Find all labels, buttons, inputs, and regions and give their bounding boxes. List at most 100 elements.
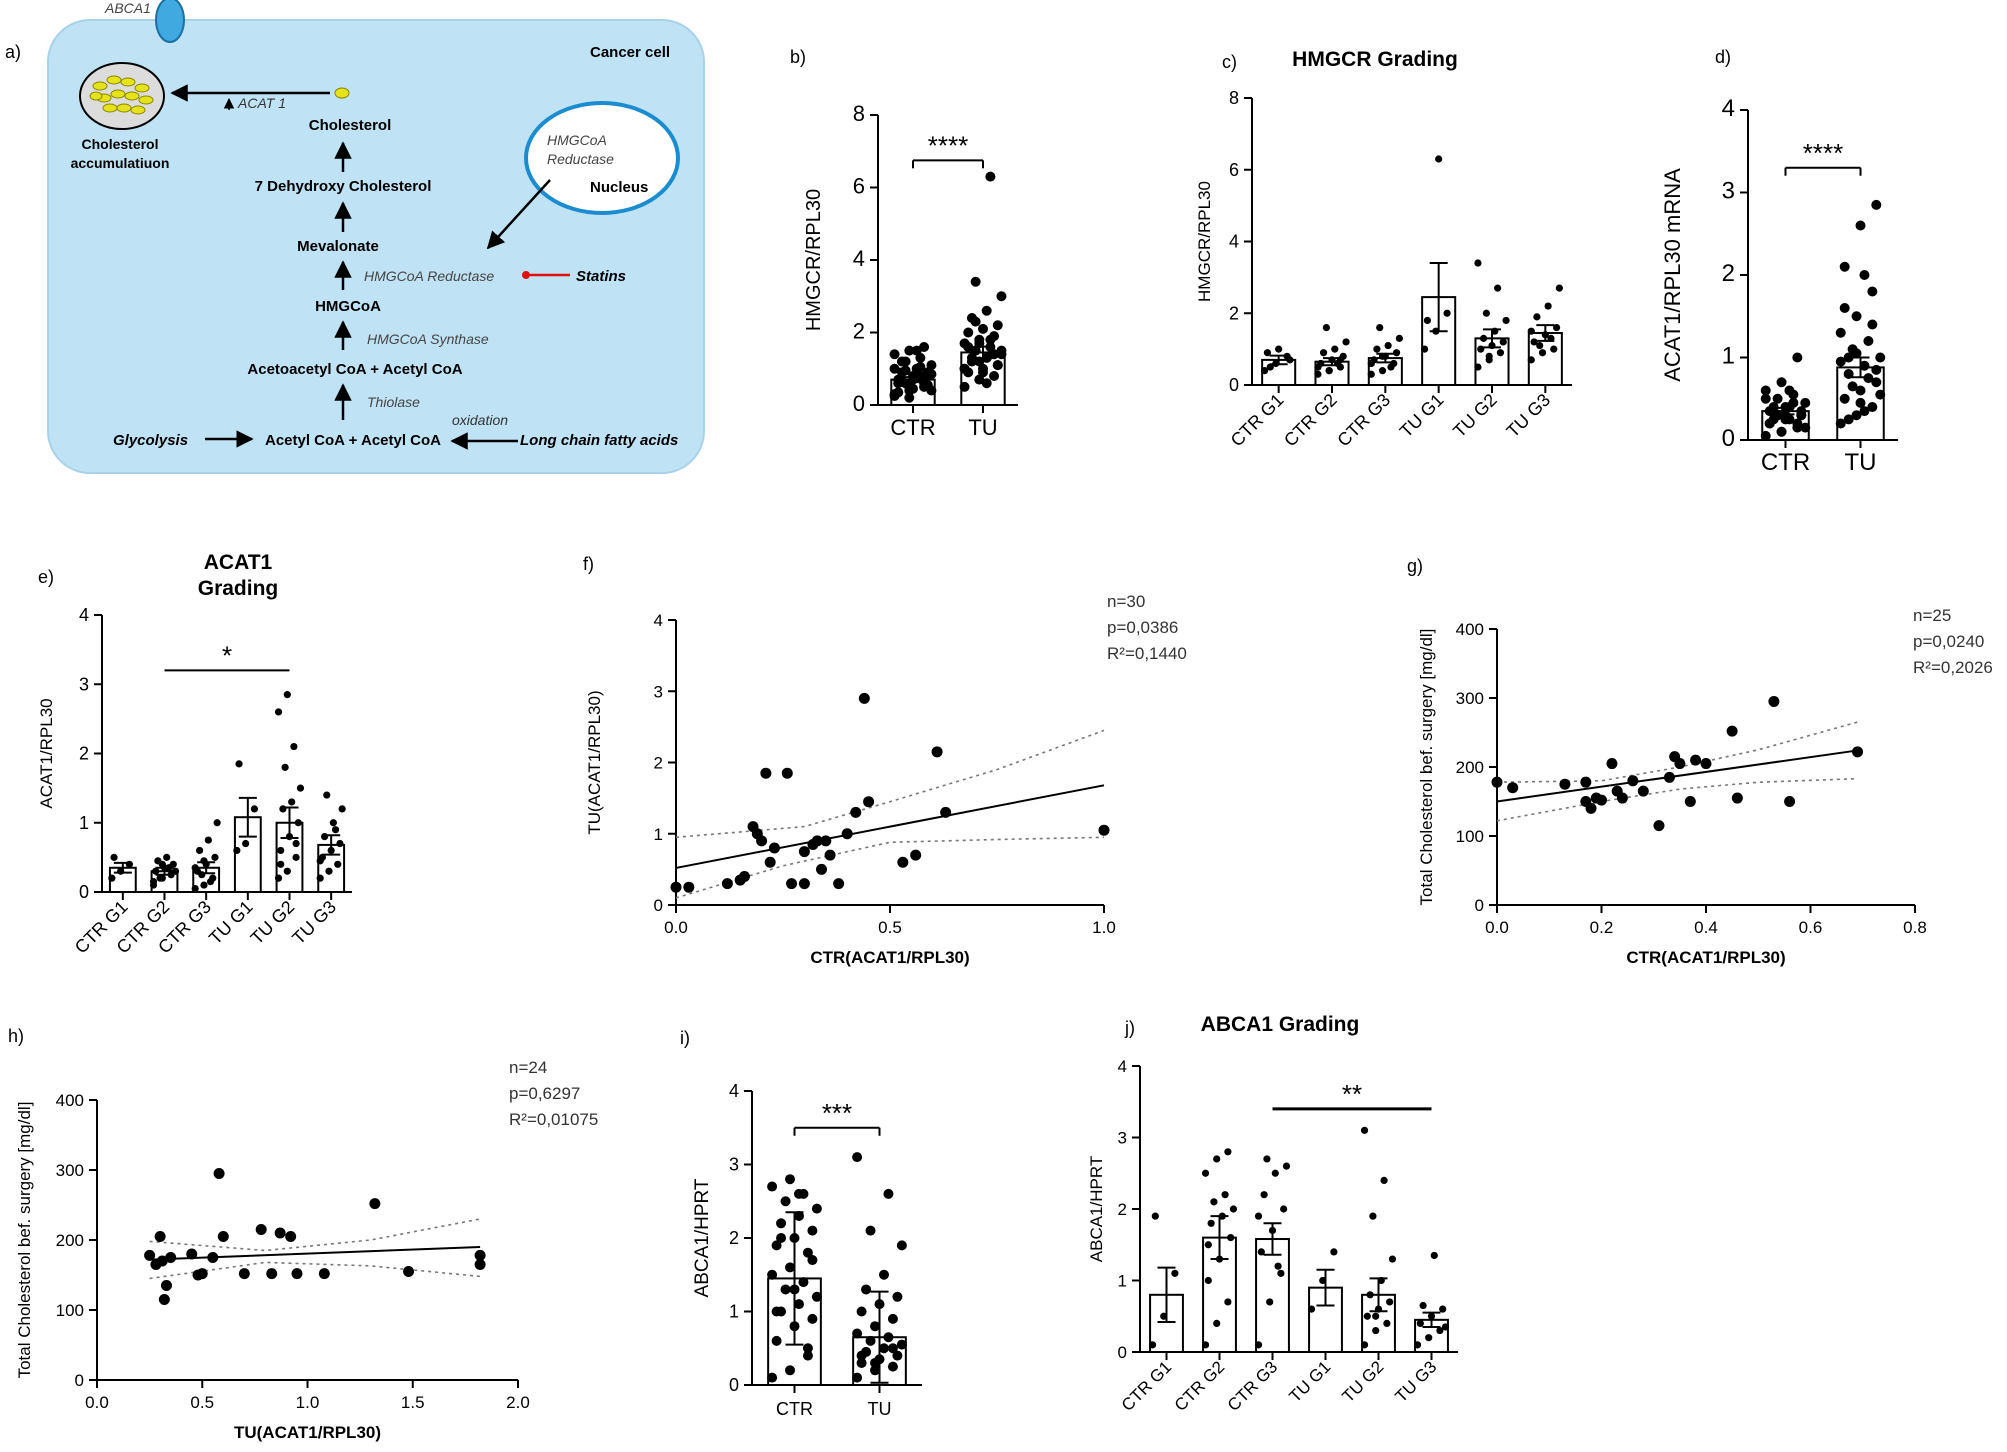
data-point [785, 1262, 796, 1273]
data-point [908, 371, 918, 381]
data-point [893, 374, 904, 385]
data-point [780, 1284, 791, 1295]
data-point [1851, 311, 1862, 322]
data-point [211, 853, 219, 861]
regression-line [149, 1246, 481, 1261]
data-point [285, 1231, 297, 1242]
y-tick-label: 3 [1722, 178, 1735, 205]
data-point [883, 1332, 894, 1343]
y-tick-label: 2 [729, 1228, 739, 1248]
data-point [1098, 824, 1110, 836]
data-point [1839, 261, 1850, 272]
data-point [887, 1361, 898, 1372]
data-point [1852, 746, 1864, 758]
data-point [1322, 324, 1330, 332]
data-point [1482, 309, 1490, 317]
hmgcoa-node: HMGCoA [315, 298, 381, 315]
data-point [1372, 1326, 1380, 1335]
x-tick-label: 0.2 [1590, 918, 1614, 937]
y-tick-label: 0 [79, 882, 89, 902]
y-axis-label: ACAT1/RPL30 mRNA [1660, 168, 1685, 382]
data-point [1867, 286, 1878, 297]
data-point [1875, 389, 1886, 400]
panel-label-d: d) [1715, 47, 1731, 67]
nucleus-expression-arrow [486, 179, 551, 250]
x-tick-label: 2.0 [506, 1393, 530, 1412]
data-point [1367, 359, 1375, 368]
x-tick-label: TU G1 [205, 897, 257, 949]
data-point [1413, 1341, 1422, 1349]
data-point [1536, 341, 1544, 350]
data-point [771, 1240, 782, 1251]
data-point [336, 839, 344, 848]
x-tick-label: TU [868, 1399, 892, 1419]
data-point [992, 360, 1003, 371]
data-point [1494, 284, 1502, 292]
data-point [1201, 1169, 1210, 1177]
x-tick-label: TU [1845, 449, 1877, 476]
data-point [1684, 796, 1696, 807]
data-point [171, 867, 180, 875]
data-point [1835, 327, 1846, 338]
data-point [896, 1339, 907, 1350]
panel-label-b: b) [790, 47, 806, 67]
data-point [870, 1357, 881, 1368]
data-point [856, 1357, 867, 1368]
x-tick-label: CTR [1761, 449, 1810, 476]
x-tick-label: TU G2 [247, 897, 299, 949]
data-point [1263, 349, 1272, 357]
data-point [922, 367, 933, 378]
panel-label-i: i) [680, 1028, 690, 1048]
data-point [1871, 364, 1882, 375]
hmgcoa-reductase-enzyme-label: HMGCoA Reductase [364, 268, 494, 284]
data-point [870, 1321, 881, 1332]
y-axis-label: Total Cholesterol bef. surgery [mg/dl] [1417, 629, 1436, 906]
data-point [738, 871, 750, 882]
data-point [811, 835, 823, 847]
data-point [200, 881, 208, 889]
data-point [1392, 349, 1401, 357]
x-tick-label: 1.0 [296, 1393, 320, 1412]
data-point [1436, 1326, 1444, 1335]
data-point [963, 327, 974, 338]
data-point [940, 806, 952, 818]
y-tick-label: 400 [1456, 620, 1484, 639]
x-tick-label: 0.4 [1694, 918, 1718, 937]
y-tick-label: 4 [1722, 95, 1735, 122]
data-point [1373, 345, 1381, 353]
y-tick-label: 100 [56, 1301, 84, 1320]
x-tick-label: CTR G1 [1227, 390, 1288, 451]
data-point [811, 1291, 822, 1302]
data-point [1416, 1319, 1424, 1327]
y-tick-label: 0 [1118, 1343, 1127, 1362]
data-point [802, 1350, 813, 1361]
data-point [1430, 1251, 1438, 1260]
confidence-band-lower [149, 1261, 481, 1280]
data-point [1439, 1305, 1447, 1313]
data-point [1784, 385, 1795, 396]
panel-label-j: j) [1124, 1018, 1135, 1038]
data-point [1859, 406, 1870, 417]
data-point [266, 1268, 278, 1280]
data-point [802, 1343, 813, 1354]
y-tick-label: 2 [1118, 1200, 1127, 1219]
data-point [474, 1249, 486, 1261]
x-tick-label: TU G2 [1338, 1357, 1387, 1406]
data-point [274, 874, 283, 882]
data-point [833, 878, 845, 890]
data-point [1221, 1191, 1229, 1199]
data-point [670, 881, 682, 893]
data-point [281, 763, 289, 771]
data-point [780, 1196, 791, 1207]
data-point [1254, 1212, 1263, 1220]
data-point [316, 857, 324, 865]
cholesterol-accumulation-label-1: Cholesterol [81, 136, 158, 152]
stats-annotation: p=0,6297 [509, 1084, 580, 1103]
data-point [1151, 1212, 1159, 1220]
data-point [1580, 776, 1592, 788]
data-point [1835, 418, 1846, 429]
data-point [1559, 778, 1571, 790]
data-point [1552, 324, 1561, 332]
data-point [1425, 1334, 1433, 1342]
data-point [1260, 1191, 1268, 1199]
